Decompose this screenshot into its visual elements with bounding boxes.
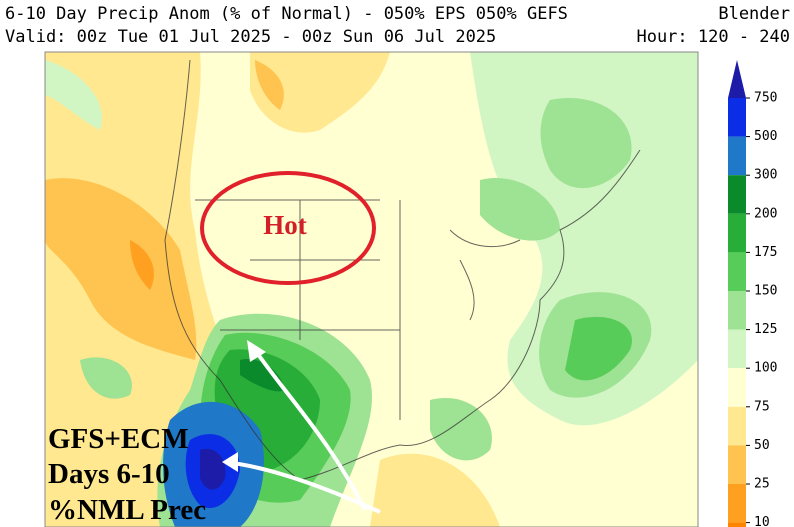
legend-swatch: [728, 445, 746, 484]
legend-label: 10: [754, 515, 770, 527]
legend-swatch: [728, 252, 746, 291]
legend-swatch: [728, 213, 746, 253]
header-valid: Valid: 00z Tue 01 Jul 2025 - 00z Sun 06 …: [5, 27, 496, 47]
legend-swatch: [728, 98, 746, 137]
legend-label: 500: [754, 129, 777, 144]
legend-swatch: [728, 291, 746, 330]
legend-swatch: [728, 522, 746, 527]
color-legend: 750 500 300 200 175 150 125 100 75 50 25 10: [728, 60, 777, 527]
legend-label: 175: [754, 245, 777, 260]
legend-swatch: [728, 484, 746, 523]
legend-label: 300: [754, 168, 777, 183]
header-hours: Hour: 120 - 240: [636, 27, 790, 47]
arrows: [222, 340, 381, 514]
header-title: 6-10 Day Precip Anom (% of Normal) - 050…: [5, 4, 568, 24]
legend-label: 125: [754, 322, 777, 337]
legend-swatch: [728, 368, 746, 407]
legend-label: 200: [754, 206, 777, 221]
legend-swatch: [728, 329, 746, 369]
legend-label: 150: [754, 284, 777, 299]
note-line: GFS+ECM: [48, 423, 189, 455]
legend-swatch: [728, 136, 746, 176]
note-line: Days 6-10: [48, 458, 170, 490]
header-model: Blender: [718, 4, 790, 24]
legend-swatch: [728, 175, 746, 214]
hot-annotation: Hot: [200, 171, 376, 285]
legend-arrow: [728, 60, 746, 98]
hot-label: Hot: [263, 210, 307, 240]
legend-label: 75: [754, 399, 770, 414]
legend-swatch: [728, 406, 746, 446]
legend-label: 750: [754, 91, 777, 106]
map: Hot GFS+ECM Days 6-10 %NML Prec: [44, 51, 699, 527]
legend-label: 50: [754, 438, 770, 453]
legend-label: 25: [754, 477, 770, 492]
note-line: %NML Prec: [48, 494, 206, 526]
legend-label: 100: [754, 361, 777, 376]
